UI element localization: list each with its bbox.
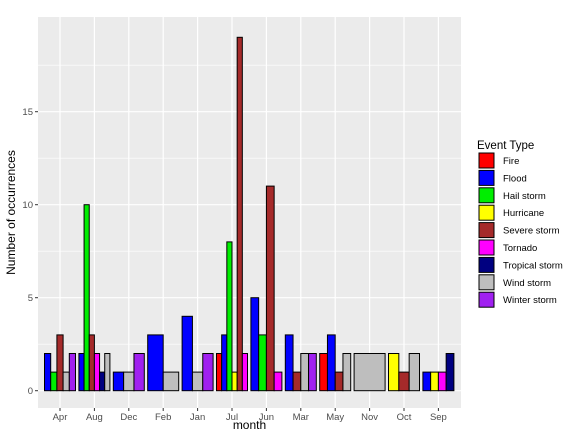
bar-nov-wind-storm <box>353 353 386 392</box>
bar-jun-tornado <box>273 371 283 392</box>
bar-aug-severe-storm <box>88 334 95 392</box>
bar-aug-tornado <box>93 353 101 392</box>
bar-may-severe-storm <box>334 371 344 392</box>
x-tick-label: Nov <box>361 412 378 423</box>
legend-label: Flood <box>503 173 527 184</box>
legend-key-hurricane <box>478 204 495 221</box>
bars <box>44 36 455 392</box>
legend-label: Tornado <box>503 243 537 254</box>
x-axis-title: month <box>233 418 266 432</box>
bar-aug-hail-storm <box>83 204 90 392</box>
bar-jul-fire <box>216 353 223 392</box>
legend-key-wind-storm <box>478 274 495 291</box>
bar-jun-hail-storm <box>258 334 267 392</box>
bar-mar-winter-storm <box>308 353 317 392</box>
bar-oct-severe-storm <box>398 371 410 392</box>
bar-jan-wind-storm <box>191 371 204 392</box>
bar-mar-wind-storm <box>300 353 310 392</box>
bar-oct-wind-storm <box>408 353 420 392</box>
bar-dec-flood <box>112 371 125 392</box>
legend-label: Wind storm <box>503 278 551 289</box>
bar-jul-hail-storm <box>226 241 233 392</box>
x-tick-label: Jun <box>259 412 274 423</box>
bar-aug-flood <box>78 353 85 392</box>
bar-jan-flood <box>181 315 193 392</box>
axes: 0 5 10 15 Apr Aug Dec Feb Jan Jul Jun Mar May Nov Oct S… <box>22 107 446 423</box>
bar-jan-winter-storm <box>202 353 214 392</box>
y-tick-label: 10 <box>22 200 33 211</box>
x-tick-label: Aug <box>86 412 103 423</box>
legend-label: Tropical storm <box>503 260 563 271</box>
legend-label: Hurricane <box>503 208 544 219</box>
bar-sep-hurricane <box>430 371 439 392</box>
legend-key-severe-storm <box>478 222 495 239</box>
x-tick-label: Sep <box>430 412 447 423</box>
bar-aug-wind-storm <box>104 353 111 392</box>
bar-jun-severe-storm <box>265 185 275 392</box>
bar-mar-flood <box>284 334 294 392</box>
y-tick-label: 5 <box>28 293 33 304</box>
bar-jul-tornado <box>241 353 248 392</box>
bar-apr-winter-storm <box>68 353 77 392</box>
x-tick-label: Oct <box>397 412 412 423</box>
legend-title: Event Type <box>477 140 534 152</box>
bar-may-wind-storm <box>342 353 352 392</box>
bar-jun-flood <box>250 297 260 392</box>
legend-label: Fire <box>503 156 519 167</box>
x-tick-label: Dec <box>120 412 137 423</box>
bar-feb-flood <box>147 334 164 392</box>
x-tick-label: Jan <box>190 412 205 423</box>
bar-jul-flood <box>221 334 228 392</box>
legend-label: Severe storm <box>503 226 560 237</box>
bar-may-fire <box>319 353 328 392</box>
y-axis-title: Number of occurrences <box>4 150 18 275</box>
bar-jul-hurricane <box>231 371 238 392</box>
legend: Fire Flood Hail storm Hurricane Severe storm… <box>478 152 563 308</box>
bar-sep-flood <box>422 371 432 392</box>
bar-may-flood <box>326 334 336 392</box>
legend-key-fire <box>478 152 495 169</box>
bar-apr-wind-storm <box>62 371 70 392</box>
bar-jul-severe-storm <box>236 36 243 392</box>
plot-panel <box>38 17 461 408</box>
bar-apr-severe-storm <box>56 334 64 392</box>
legend-key-flood <box>478 169 495 186</box>
bar-dec-winter-storm <box>133 353 145 392</box>
legend-label: Hail storm <box>503 191 546 202</box>
legend-key-tropical-storm <box>478 256 495 273</box>
x-tick-label: Apr <box>53 412 68 423</box>
bar-sep-tropical-storm <box>445 353 455 392</box>
legend-label: Winter storm <box>503 295 557 306</box>
bar-oct-hurricane <box>388 353 400 392</box>
legend-key-hail-storm <box>478 187 495 204</box>
x-tick-label: Feb <box>155 412 171 423</box>
bar-feb-wind-storm <box>162 371 180 392</box>
y-tick-label: 15 <box>22 107 33 118</box>
bar-apr-flood <box>44 353 52 392</box>
y-tick-label: 0 <box>28 386 33 397</box>
x-tick-label: May <box>326 412 344 423</box>
x-tick-label: Jul <box>226 412 238 423</box>
bar-aug-tropical-storm <box>99 371 106 392</box>
bar-dec-wind-storm <box>123 371 135 392</box>
bar-sep-tornado <box>437 371 447 392</box>
bar-mar-severe-storm <box>292 371 302 392</box>
bar-apr-hail-storm <box>50 371 58 392</box>
x-tick-label: Mar <box>293 412 309 423</box>
legend-key-winter-storm <box>478 291 495 308</box>
legend-key-tornado <box>478 239 495 256</box>
